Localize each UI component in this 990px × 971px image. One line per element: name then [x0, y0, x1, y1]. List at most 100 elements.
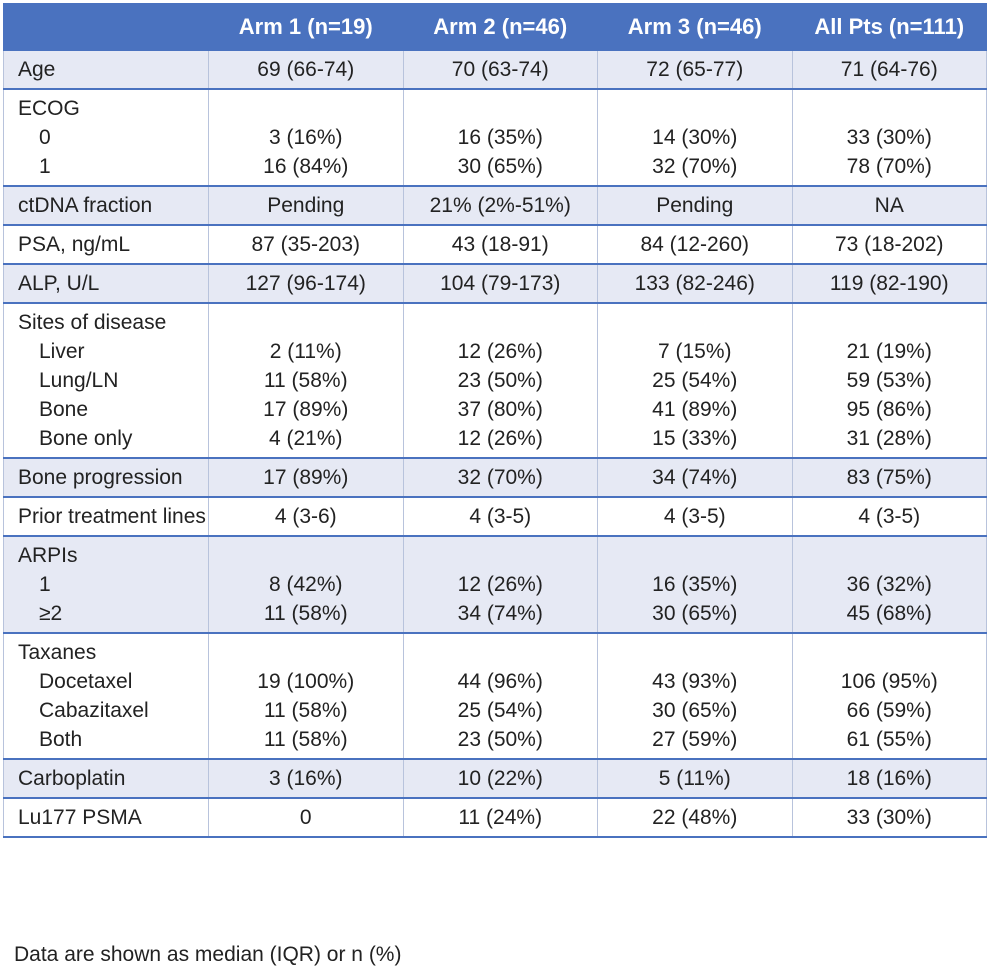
- value-cell: 3 (16%): [208, 758, 404, 799]
- cell-value: 30 (65%): [652, 699, 738, 722]
- value-cell: 18 (16%): [791, 758, 987, 799]
- cell-value: 16 (84%): [263, 155, 349, 178]
- cell-value: 95 (86%): [846, 398, 932, 421]
- cell-value: 2 (11%): [269, 340, 342, 363]
- cell-spacer: [209, 638, 403, 667]
- value-cell: 14 (30%) 32 (70%): [597, 88, 793, 187]
- cell-value: 78 (70%): [846, 155, 932, 178]
- value-cell: 8 (42%) 11 (58%): [208, 535, 404, 634]
- cell-spacer: [404, 638, 598, 667]
- value-cell: 19 (100%) 11 (58%) 11 (58%): [208, 632, 404, 760]
- value-cell: 0: [208, 797, 404, 838]
- cell-value: 19 (100%): [257, 670, 355, 693]
- cell-value: 16 (35%): [652, 573, 738, 596]
- row-label: ALP, U/L: [18, 272, 100, 295]
- row-label-cell: ctDNA fraction: [3, 185, 209, 226]
- cell-value: 84 (12-260): [640, 233, 750, 256]
- cell-value: Pending: [656, 194, 734, 217]
- cell-value: 4 (21%): [268, 427, 343, 450]
- cell-value: 32 (70%): [457, 466, 543, 489]
- cell-value: 127 (96-174): [245, 272, 366, 295]
- cell-value: 72 (65-77): [646, 58, 744, 81]
- cell-value: 23 (50%): [457, 369, 543, 392]
- value-cell: 44 (96%) 25 (54%) 23 (50%): [402, 632, 598, 760]
- cell-spacer: [404, 94, 598, 123]
- value-cell: 73 (18-202): [791, 224, 987, 265]
- table-row: Sites of disease Liver Lung/LN Bone Bone onl…: [3, 302, 987, 459]
- row-sublabel: Bone only: [39, 427, 133, 450]
- cell-value: 3 (16%): [268, 126, 343, 149]
- baseline-characteristics-table: Arm 1 (n=19) Arm 2 (n=46) Arm 3 (n=46) A…: [3, 3, 987, 838]
- cell-value: 14 (30%): [652, 126, 738, 149]
- value-cell: 83 (75%): [791, 457, 987, 498]
- value-cell: 21% (2%-51%): [402, 185, 598, 226]
- cell-value: 17 (89%): [263, 466, 349, 489]
- value-cell: 5 (11%): [597, 758, 793, 799]
- cell-value: 70 (63-74): [451, 58, 549, 81]
- value-cell: 32 (70%): [402, 457, 598, 498]
- value-cell: 16 (35%) 30 (65%): [597, 535, 793, 634]
- value-cell: 43 (18-91): [402, 224, 598, 265]
- cell-spacer: [793, 94, 987, 123]
- row-label-cell: ARPIs 1 ≥2: [3, 535, 209, 634]
- row-label-cell: Sites of disease Liver Lung/LN Bone Bone onl…: [3, 302, 209, 459]
- cell-spacer: [598, 638, 792, 667]
- value-cell: 72 (65-77): [597, 49, 793, 90]
- cell-value: 0: [299, 806, 312, 829]
- cell-value: 11 (24%): [458, 806, 543, 829]
- cell-value: 8 (42%): [268, 573, 343, 596]
- cell-value: 21% (2%-51%): [429, 194, 571, 217]
- cell-value: 21 (19%): [846, 340, 932, 363]
- value-cell: Pending: [208, 185, 404, 226]
- table-row: Taxanes Docetaxel Cabazitaxel Both 19 (100%)…: [3, 632, 987, 760]
- value-cell: 106 (95%) 66 (59%) 61 (55%): [791, 632, 987, 760]
- table-row: PSA, ng/mL 87 (35-203) 43 (18-91) 84 (12-26…: [3, 224, 987, 265]
- cell-value: 32 (70%): [652, 155, 738, 178]
- row-sublabel: Lung/LN: [39, 369, 119, 392]
- cell-spacer: [793, 638, 987, 667]
- cell-value: 31 (28%): [846, 427, 932, 450]
- row-sublabel: ≥2: [39, 602, 63, 625]
- value-cell: 11 (24%): [402, 797, 598, 838]
- row-label-cell: Taxanes Docetaxel Cabazitaxel Both: [3, 632, 209, 760]
- value-cell: 21 (19%) 59 (53%) 95 (86%) 31 (28%): [791, 302, 987, 459]
- cell-value: 11 (58%): [263, 699, 348, 722]
- cell-value: 4 (3-6): [274, 505, 337, 528]
- cell-value: 17 (89%): [263, 398, 349, 421]
- cell-spacer: [209, 541, 403, 570]
- cell-value: 44 (96%): [457, 670, 543, 693]
- cell-value: 36 (32%): [846, 573, 932, 596]
- value-cell: 84 (12-260): [597, 224, 793, 265]
- header-cell-arm-1: Arm 1 (n=19): [208, 3, 404, 51]
- value-cell: 4 (3-6): [208, 496, 404, 537]
- table-row: ctDNA fraction Pending 21% (2%-51%) Pending…: [3, 185, 987, 226]
- table-body: Age 69 (66-74) 70 (63-74) 72 (65-77) 71 (64-…: [3, 49, 987, 838]
- cell-value: 10 (22%): [457, 767, 543, 790]
- cell-value: 4 (3-5): [663, 505, 726, 528]
- header-cell-all-pts: All Pts (n=111): [791, 3, 987, 51]
- row-label-cell: ALP, U/L: [3, 263, 209, 304]
- value-cell: 7 (15%) 25 (54%) 41 (89%) 15 (33%): [597, 302, 793, 459]
- cell-value: 18 (16%): [846, 767, 932, 790]
- footnote: Data are shown as median (IQR) or n (%): [14, 943, 402, 966]
- cell-value: 106 (95%): [840, 670, 938, 693]
- cell-value: 66 (59%): [846, 699, 932, 722]
- row-label: Age: [18, 58, 56, 81]
- value-cell: NA: [791, 185, 987, 226]
- cell-value: 45 (68%): [846, 602, 932, 625]
- value-cell: Pending: [597, 185, 793, 226]
- cell-value: 87 (35-203): [251, 233, 361, 256]
- cell-value: 83 (75%): [846, 466, 932, 489]
- row-label: Bone progression: [18, 466, 183, 489]
- header-cell-label: [3, 3, 209, 51]
- header-cell-arm-3: Arm 3 (n=46): [597, 3, 793, 51]
- row-sublabel: 0: [39, 126, 51, 149]
- value-cell: 4 (3-5): [402, 496, 598, 537]
- cell-value: 12 (26%): [457, 427, 543, 450]
- cell-spacer: [598, 541, 792, 570]
- cell-value: 27 (59%): [652, 728, 738, 751]
- cell-value: 119 (82-190): [829, 272, 949, 295]
- row-label-cell: Lu177 PSMA: [3, 797, 209, 838]
- cell-value: 12 (26%): [457, 340, 543, 363]
- cell-value: 73 (18-202): [834, 233, 944, 256]
